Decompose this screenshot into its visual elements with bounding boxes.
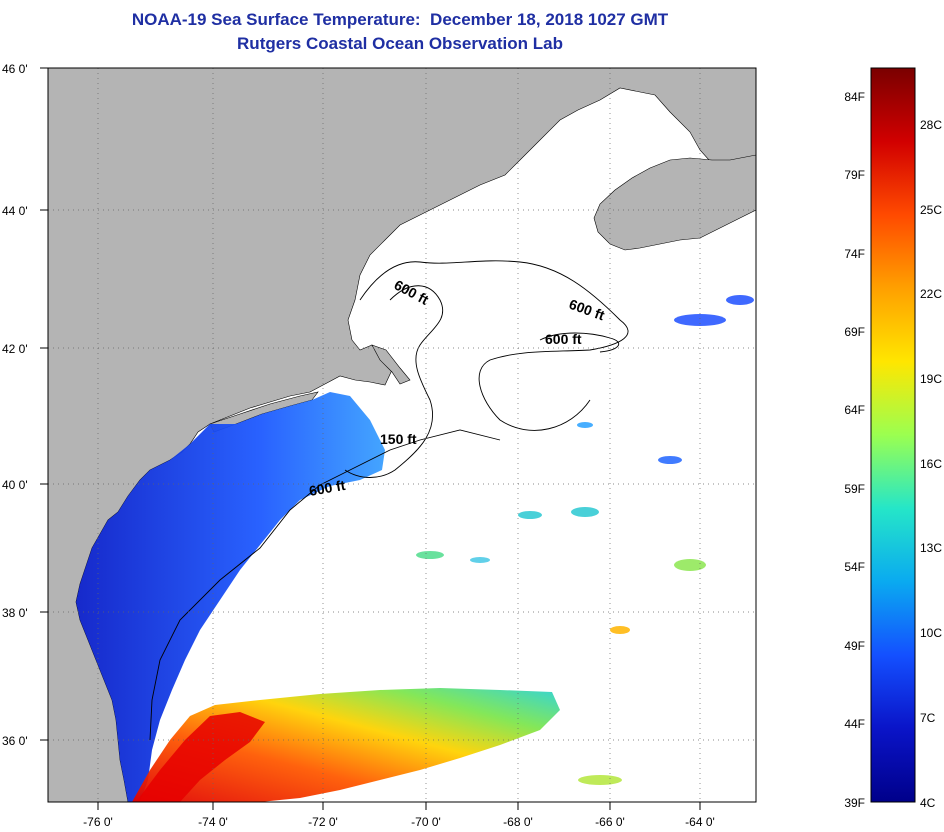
offshore-sst-patches bbox=[416, 295, 754, 785]
contour-label-150ft: 150 ft bbox=[380, 431, 417, 447]
lon-label-64: -64 0' bbox=[685, 815, 715, 829]
lon-label-66: -66 0' bbox=[595, 815, 625, 829]
cb-c-7: 7C bbox=[920, 711, 936, 725]
lat-label-44: 44 0' bbox=[2, 204, 28, 218]
cb-f-54: 54F bbox=[844, 560, 865, 574]
land-nova-scotia bbox=[593, 154, 756, 251]
cb-c-19: 19C bbox=[920, 372, 942, 386]
map-content bbox=[48, 68, 756, 802]
contour-label-600ft-d: 600 ft bbox=[308, 477, 347, 499]
lat-label-38: 38 0' bbox=[2, 606, 28, 620]
cb-f-39: 39F bbox=[844, 796, 865, 810]
colorbar bbox=[870, 67, 916, 803]
gulf-stream-core bbox=[136, 712, 265, 802]
cb-f-74: 74F bbox=[844, 247, 865, 261]
cb-f-69: 69F bbox=[844, 325, 865, 339]
map-frame-border bbox=[47, 67, 757, 803]
cb-f-59: 59F bbox=[844, 482, 865, 496]
lon-label-76: -76 0' bbox=[83, 815, 113, 829]
cb-f-79: 79F bbox=[844, 168, 865, 182]
axis-ticks bbox=[40, 67, 701, 810]
lon-label-70: -70 0' bbox=[411, 815, 441, 829]
lat-label-42: 42 0' bbox=[2, 342, 28, 356]
cb-c-10: 10C bbox=[920, 626, 942, 640]
cb-c-16: 16C bbox=[920, 457, 942, 471]
lat-label-36: 36 0' bbox=[2, 734, 28, 748]
cb-f-49: 49F bbox=[844, 639, 865, 653]
cb-f-44: 44F bbox=[844, 717, 865, 731]
cb-c-22: 22C bbox=[920, 287, 942, 301]
colorbar-celsius-labels: 28C 25C 22C 19C 16C 13C 10C 7C 4C bbox=[920, 118, 942, 810]
map-subtitle: Rutgers Coastal Ocean Observation Lab bbox=[237, 34, 563, 53]
coastal-cold-water bbox=[76, 392, 385, 802]
cb-c-13: 13C bbox=[920, 541, 942, 555]
cb-f-64: 64F bbox=[844, 403, 865, 417]
cb-f-84: 84F bbox=[844, 90, 865, 104]
cb-c-4: 4C bbox=[920, 796, 936, 810]
lon-label-74: -74 0' bbox=[198, 815, 228, 829]
lon-label-68: -68 0' bbox=[503, 815, 533, 829]
contour-label-600ft-c: 600 ft bbox=[545, 331, 582, 347]
colorbar-fahrenheit-labels: 84F 79F 74F 69F 64F 59F 54F 49F 44F 39F bbox=[844, 90, 865, 810]
land-north-america bbox=[48, 68, 756, 802]
lat-label-46: 46 0' bbox=[2, 62, 28, 76]
lat-label-40: 40 0' bbox=[2, 478, 28, 492]
lon-label-72: -72 0' bbox=[308, 815, 338, 829]
cb-c-28: 28C bbox=[920, 118, 942, 132]
map-title: NOAA-19 Sea Surface Temperature: Decembe… bbox=[131, 10, 669, 29]
graticule bbox=[48, 68, 756, 802]
bathymetry-contours bbox=[149, 260, 629, 741]
cb-c-25: 25C bbox=[920, 203, 942, 217]
land-cape-cod bbox=[371, 344, 411, 385]
